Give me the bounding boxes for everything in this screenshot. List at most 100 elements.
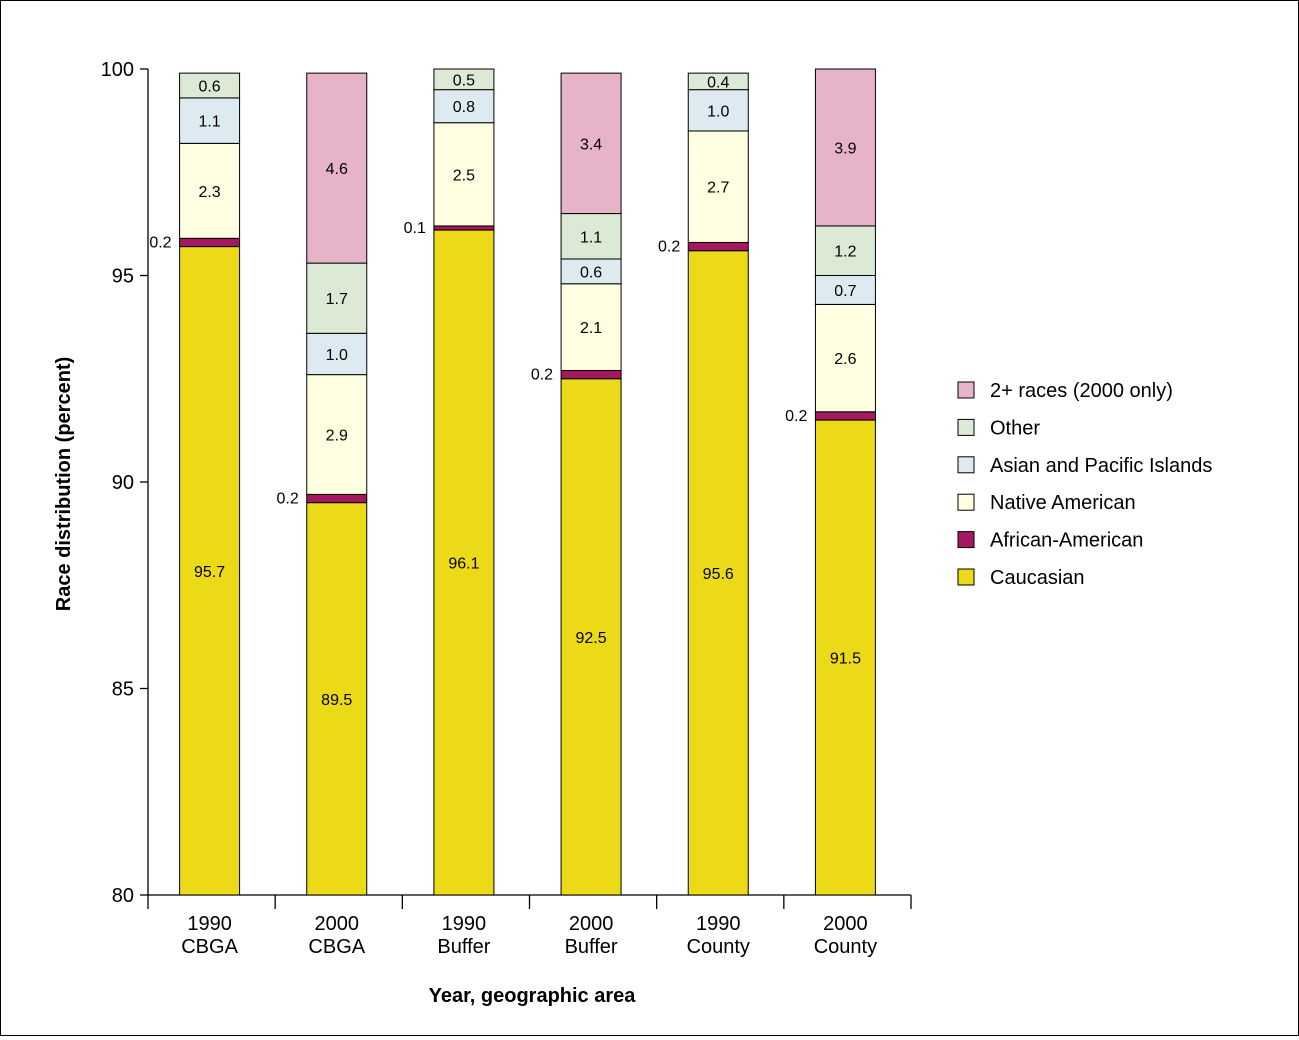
legend: 2+ races (2000 only) Other Asian and Pacif… [957, 380, 1212, 589]
data-label: 92.5 [576, 630, 607, 647]
bar-segment [179, 142, 241, 239]
y-tick-label: 100 [101, 59, 134, 81]
data-label: 0.7 [834, 283, 856, 300]
legend-swatch [957, 418, 975, 436]
bar-segment [179, 97, 241, 144]
data-label: 3.9 [834, 140, 856, 157]
data-label: 96.1 [448, 556, 479, 573]
legend-label: Asian and Pacific Islands [990, 455, 1212, 477]
data-label: 0.2 [149, 234, 171, 251]
data-label: 0.8 [453, 99, 475, 116]
x-tick-label-year: 2000 [569, 913, 614, 935]
bar-segment [560, 378, 622, 896]
bar-segment [306, 502, 368, 896]
y-tick-label: 95 [112, 266, 134, 288]
x-category-labels: 1990CBGA2000CBGA1990Buffer2000Buffer1990… [147, 895, 912, 958]
legend-label: Native American [990, 492, 1136, 514]
data-label: 95.6 [703, 566, 734, 583]
bar-stack: 89.5 0.2 2.9 1.0 1.7 4.6 [277, 72, 368, 896]
data-label: 2.3 [198, 184, 220, 201]
legend-label: African-American [990, 530, 1143, 552]
bar-segment [433, 89, 495, 124]
legend-item: 2+ races (2000 only) [957, 380, 1173, 402]
bar-segment [179, 237, 241, 248]
legend-swatch [957, 381, 975, 399]
bar-segment [687, 241, 749, 252]
bar-stack: 95.7 0.2 2.3 1.1 0.6 [149, 72, 241, 896]
x-tick-label-year: 2000 [315, 913, 360, 935]
x-tick-label-year: 1990 [696, 913, 741, 935]
bar-segment [560, 72, 622, 215]
bar-stack: 96.1 0.1 2.5 0.8 0.5 [404, 68, 495, 896]
bar-segment [306, 332, 368, 376]
data-label: 0.1 [404, 220, 426, 237]
x-tick-label-year: 1990 [187, 913, 232, 935]
y-ticks: 80 85 90 95 100 [101, 59, 148, 907]
bar-stack: 92.5 0.2 2.1 0.6 1.1 3.4 [531, 72, 622, 896]
axes [147, 69, 911, 896]
data-label: 0.2 [277, 491, 299, 508]
bar-segment [306, 72, 368, 264]
legend-item: Other [957, 417, 1040, 439]
legend-swatch [957, 531, 975, 549]
legend-label: Caucasian [990, 567, 1085, 589]
bar-segment [814, 303, 876, 413]
bar-segment [687, 89, 749, 132]
bar-segment [433, 122, 495, 227]
bar-segment [433, 225, 495, 231]
bar-segment [687, 72, 749, 91]
data-label: 3.4 [580, 136, 602, 153]
x-tick-label-year: 2000 [823, 913, 868, 935]
y-tick-label: 80 [112, 885, 134, 907]
legend-label: Other [990, 417, 1040, 439]
bar-stack: 91.5 0.2 2.6 0.7 1.2 3.9 [785, 68, 876, 896]
y-tick-label: 85 [112, 679, 134, 701]
data-label: 4.6 [326, 161, 348, 178]
x-tick-label-area: County [687, 936, 750, 958]
bar-segment [306, 493, 368, 504]
bar-segment [814, 411, 876, 421]
data-label: 1.1 [580, 229, 602, 246]
data-label: 1.1 [198, 114, 220, 131]
y-tick-label: 90 [112, 472, 134, 494]
legend-swatch [957, 493, 975, 511]
x-tick-label-area: Buffer [565, 936, 618, 958]
data-label: 0.6 [580, 264, 602, 281]
bar-segment [306, 374, 368, 495]
data-label: 2.9 [326, 428, 348, 445]
bar-segment [179, 246, 241, 896]
data-label: 0.2 [531, 367, 553, 384]
legend-item: Asian and Pacific Islands [957, 455, 1212, 477]
data-label: 2.1 [580, 320, 602, 337]
data-label: 0.2 [785, 408, 807, 425]
legend-item: African-American [957, 530, 1143, 552]
data-label: 1.2 [834, 244, 856, 261]
data-label: 1.0 [326, 347, 348, 364]
bar-segment [433, 68, 495, 91]
data-label: 1.7 [326, 291, 348, 308]
bar-segment [560, 213, 622, 260]
bar-segment [814, 68, 876, 227]
legend-item: Caucasian [957, 567, 1085, 589]
x-tick-label-area: Buffer [437, 936, 490, 958]
bar-segment [560, 369, 622, 380]
data-label: 95.7 [194, 564, 225, 581]
legend-swatch [957, 456, 975, 474]
x-tick-label-area: County [814, 936, 877, 958]
data-label: 91.5 [830, 651, 861, 668]
x-tick-label-year: 1990 [442, 913, 487, 935]
bar-segment [814, 225, 876, 277]
bar-segment [306, 262, 368, 334]
data-label: 0.2 [658, 239, 680, 256]
legend-item: Native American [957, 492, 1136, 514]
data-label: 2.6 [834, 351, 856, 368]
bar-segment [814, 275, 876, 305]
bar-segment [814, 419, 876, 896]
bar-segment [433, 229, 495, 896]
data-label: 0.6 [198, 79, 220, 96]
data-label: 0.4 [707, 74, 729, 91]
bar-stack: 95.6 0.2 2.7 1.0 0.4 [658, 72, 749, 896]
legend-swatch [957, 568, 975, 586]
